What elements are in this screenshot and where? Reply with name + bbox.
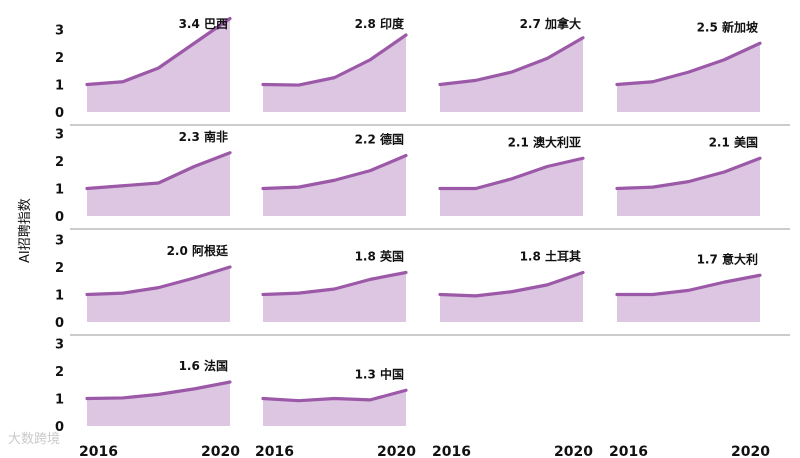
y-tick-label: 1 xyxy=(55,183,64,198)
area-fill xyxy=(263,272,406,322)
x-tick-label: 2020 xyxy=(554,444,593,458)
x-tick-label: 2016 xyxy=(255,444,294,458)
y-tick-label: 2 xyxy=(55,261,64,276)
y-tick-label: 0 xyxy=(55,106,64,121)
area-fill xyxy=(87,267,230,322)
panel-label: 2.8 印度 xyxy=(355,16,405,31)
y-tick-label: 0 xyxy=(55,316,64,331)
y-tick-label: 0 xyxy=(55,210,64,225)
y-tick-label: 2 xyxy=(55,51,64,66)
area-fill xyxy=(263,390,406,426)
panel-label: 2.7 加拿大 xyxy=(520,16,581,31)
y-tick-label: 3 xyxy=(55,128,64,143)
panel-label: 2.1 澳大利亚 xyxy=(508,134,581,149)
y-tick-label: 2 xyxy=(55,155,64,170)
panel-label: 2.2 德国 xyxy=(355,132,404,147)
x-tick-label: 2016 xyxy=(432,444,471,458)
area-fill xyxy=(87,382,230,426)
y-tick-label: 3 xyxy=(55,338,64,353)
y-tick-label: 3 xyxy=(55,24,64,39)
area-fill xyxy=(440,158,583,216)
panel-label: 1.8 土耳其 xyxy=(520,249,581,264)
y-tick-label: 1 xyxy=(55,289,64,304)
y-tick-label: 1 xyxy=(55,393,64,408)
y-tick-label: 3 xyxy=(55,234,64,249)
x-tick-label: 2020 xyxy=(731,444,770,458)
area-fill xyxy=(617,275,760,322)
panel-label: 1.8 英国 xyxy=(355,249,404,264)
panel-label: 1.7 意大利 xyxy=(697,251,758,266)
area-fill xyxy=(440,37,583,112)
x-tick-label: 2016 xyxy=(609,444,648,458)
y-tick-label: 1 xyxy=(55,79,64,94)
y-tick-label: 2 xyxy=(55,365,64,380)
area-fill xyxy=(263,35,406,112)
x-tick-label: 2020 xyxy=(201,444,240,458)
y-tick-label: 0 xyxy=(55,420,64,435)
panel-label: 2.0 阿根廷 xyxy=(167,243,229,258)
panel-label: 1.3 中国 xyxy=(355,366,404,381)
panel-label: 3.4 巴西 xyxy=(179,17,228,31)
area-fill xyxy=(87,18,230,112)
panel-label: 2.5 新加坡 xyxy=(697,19,759,34)
watermark: 大数跨境 xyxy=(8,432,61,447)
panel-label: 2.3 南非 xyxy=(179,129,228,144)
panel-label: 2.1 美国 xyxy=(709,134,758,149)
y-axis-label: AI招聘指数 xyxy=(18,198,33,263)
x-tick-label: 2020 xyxy=(377,444,416,458)
panel-label: 1.6 法国 xyxy=(179,358,228,373)
x-tick-label: 2016 xyxy=(79,444,118,458)
